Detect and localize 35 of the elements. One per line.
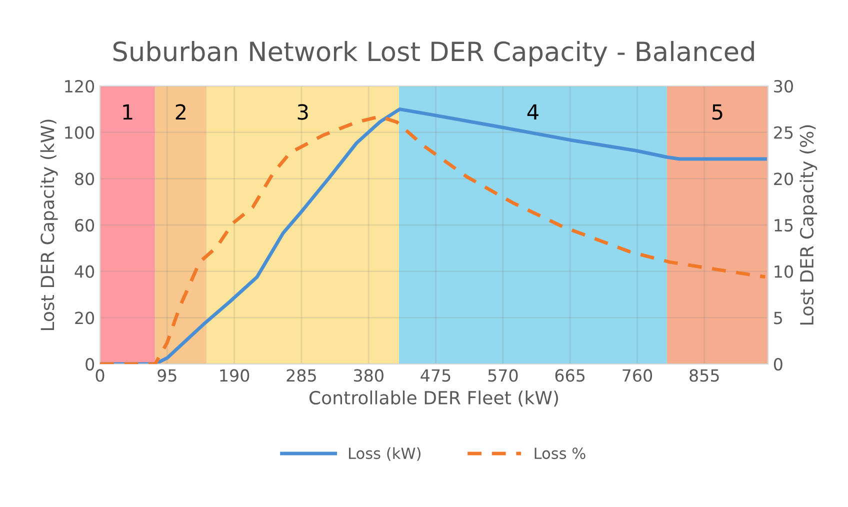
x-tick-label: 570 <box>488 369 518 382</box>
band-label: 3 <box>298 104 308 120</box>
y-tick-label: 100 <box>65 126 94 139</box>
y2-tick-label: 15 <box>774 219 793 232</box>
band-label: 5 <box>712 104 722 120</box>
y2-tick-label: 30 <box>774 80 793 93</box>
x-tick-label: 665 <box>555 369 585 382</box>
y-axis-title: Lost DER Capacity (kW) <box>40 120 58 330</box>
x-tick-label: 190 <box>220 369 250 382</box>
y2-axis-title: Lost DER Capacity (%) <box>800 125 818 324</box>
legend-label: Loss % <box>534 448 586 460</box>
y-tick-label: 0 <box>86 358 94 371</box>
y-tick-label: 80 <box>75 172 94 186</box>
y-tick-label: 120 <box>65 80 94 93</box>
band-label: 4 <box>527 104 538 120</box>
band-label: 1 <box>123 104 132 120</box>
x-tick-label: 855 <box>690 369 719 382</box>
x-axis-title: Controllable DER Fleet (kW) <box>309 390 558 407</box>
x-tick-label: 380 <box>354 369 384 382</box>
y2-tick-label: 20 <box>774 172 793 186</box>
y2-tick-label: 25 <box>774 126 793 139</box>
band-label: 2 <box>176 104 186 120</box>
x-tick-label: 285 <box>286 369 316 382</box>
y2-tick-label: 0 <box>774 358 782 371</box>
y-tick-label: 60 <box>75 218 94 232</box>
y2-tick-label: 5 <box>774 312 782 324</box>
x-tick-label: 0 <box>96 369 104 382</box>
y-tick-label: 40 <box>74 265 94 278</box>
y-tick-label: 20 <box>75 312 94 324</box>
x-tick-label: 760 <box>622 369 652 382</box>
legend-label: Loss (kW) <box>349 447 420 461</box>
chart-title: Suburban Network Lost DER Capacity - Balanced <box>113 40 754 66</box>
y2-tick-label: 10 <box>774 265 793 278</box>
x-tick-label: 95 <box>158 369 176 382</box>
x-tick-label: 475 <box>420 369 450 382</box>
